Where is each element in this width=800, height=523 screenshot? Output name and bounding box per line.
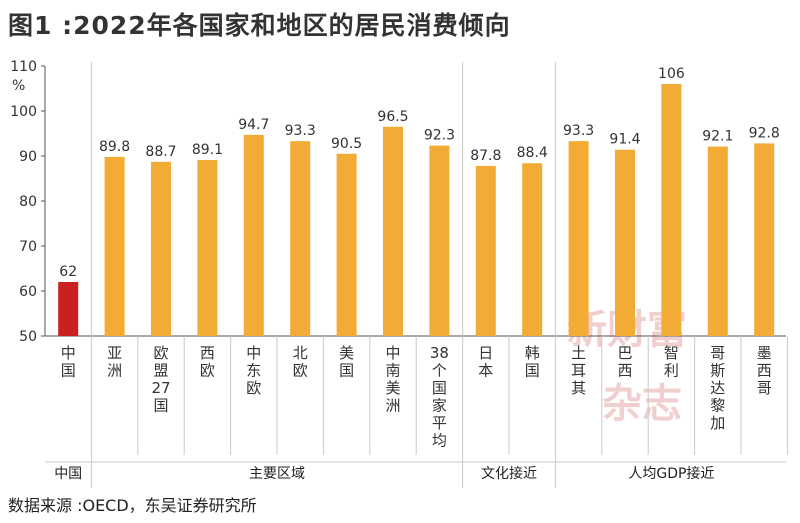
value-label-9: 92.3	[424, 128, 455, 144]
value-label-7: 90.5	[331, 136, 362, 152]
value-label-16: 92.8	[749, 125, 780, 141]
bar-6	[290, 141, 311, 336]
bar-4	[197, 160, 218, 336]
group-label-3: 文化接近	[481, 465, 537, 482]
category-label-11: 韩国	[525, 344, 540, 380]
category-label-8: 中南美洲	[385, 344, 400, 415]
category-label-15: 哥斯达黎加	[710, 344, 725, 432]
bar-13	[615, 149, 635, 336]
value-label-3: 88.7	[145, 144, 176, 160]
bar-14	[661, 84, 682, 336]
group-label-1: 中国	[54, 466, 82, 482]
value-label-11: 88.4	[517, 145, 548, 161]
category-label-1: 中国	[61, 344, 76, 380]
value-label-14: 106	[658, 66, 685, 82]
category-label-9: 38 个国家平均	[430, 344, 449, 450]
y-tick-label: 110	[10, 59, 37, 75]
bar-16	[754, 143, 775, 336]
bar-11	[522, 163, 543, 336]
category-label-2: 亚洲	[107, 344, 122, 380]
value-label-15: 92.1	[702, 129, 733, 145]
category-label-4: 西欧	[200, 344, 215, 380]
group-label-4: 人均GDP接近	[628, 465, 714, 482]
y-tick-label: 50	[19, 329, 37, 345]
value-label-6: 93.3	[285, 123, 316, 139]
bar-7	[336, 153, 357, 336]
group-label-2: 主要区域	[249, 466, 305, 482]
bar-15	[707, 146, 728, 336]
page-title: 图1 :2022年各国家和地区的居民消费倾向	[8, 11, 511, 40]
bar-12	[568, 141, 589, 336]
bar-8	[383, 126, 403, 336]
value-label-12: 93.3	[563, 123, 594, 139]
y-tick-label: 100	[10, 104, 37, 120]
value-label-13: 91.4	[609, 132, 640, 148]
y-tick-label: 70	[19, 239, 37, 255]
y-axis-unit: %	[12, 78, 25, 94]
y-tick-label: 80	[19, 194, 37, 210]
bar-1	[58, 282, 79, 336]
category-label-5: 中东欧	[246, 344, 261, 397]
source-note: 数据来源 :OECD，东吴证券研究所	[8, 496, 257, 515]
bar-9	[429, 145, 450, 336]
bar-10	[475, 165, 496, 336]
category-label-10: 日本	[478, 344, 493, 380]
y-tick-label: 60	[19, 284, 37, 300]
category-label-13: 巴西	[617, 344, 632, 380]
category-label-7: 美国	[339, 344, 354, 380]
bar-5	[243, 134, 264, 336]
value-label-4: 89.1	[192, 142, 223, 158]
y-tick-label: 90	[19, 149, 37, 165]
value-label-8: 96.5	[377, 109, 408, 125]
category-label-14: 智利	[664, 344, 679, 380]
category-label-16: 墨西哥	[757, 344, 772, 397]
value-label-10: 87.8	[470, 148, 501, 164]
category-label-3: 欧盟 27 国	[151, 344, 170, 415]
category-label-6: 北欧	[293, 344, 308, 380]
bar-3	[151, 161, 171, 336]
value-label-2: 89.8	[99, 139, 130, 155]
value-label-1: 62	[59, 264, 77, 280]
value-label-5: 94.7	[238, 117, 269, 133]
bar-2	[104, 156, 125, 336]
watermark-line-2: 杂志	[602, 381, 682, 427]
category-label-12: 土耳其	[571, 344, 586, 397]
